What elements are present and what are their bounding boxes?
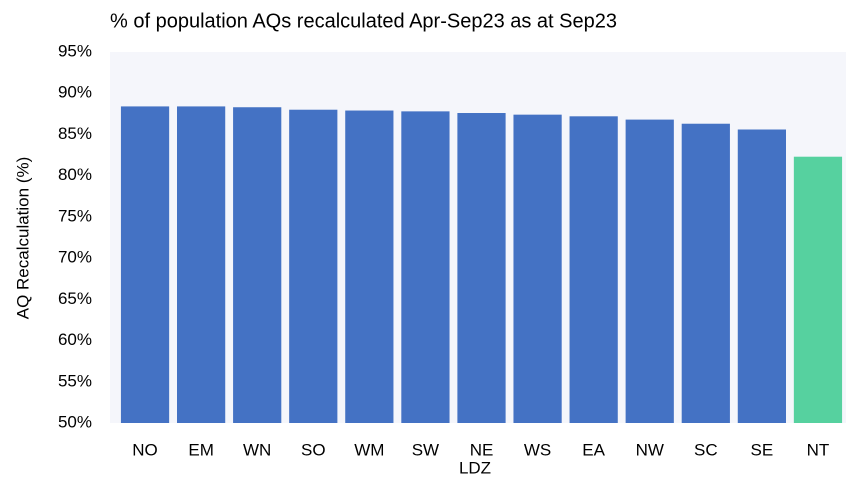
y-tick-label: 85% [58,124,92,143]
chart-title: % of population AQs recalculated Apr-Sep… [110,10,617,32]
x-tick-label: SE [751,440,774,459]
x-tick-label: WS [524,440,551,459]
bar [681,123,730,423]
x-tick-label: EM [188,440,214,459]
y-tick-label: 80% [58,165,92,184]
y-axis-label: AQ Recalculation (%) [13,157,32,320]
y-tick-label: 55% [58,371,92,390]
bar [401,111,450,424]
x-tick-label: EA [582,440,605,459]
x-tick-label: WM [354,440,384,459]
bar [625,119,674,424]
y-tick-label: 65% [58,289,92,308]
bar [793,156,843,423]
y-tick-label: 95% [58,41,92,60]
y-tick-label: 90% [58,83,92,102]
bar [345,110,394,423]
bar [177,106,226,423]
x-tick-label: SW [412,440,439,459]
x-tick-label: SO [301,440,326,459]
x-tick-label: NT [807,440,830,459]
bar [289,109,338,423]
x-tick-label: SC [694,440,718,459]
bar [457,113,506,424]
x-tick-label: NE [470,440,494,459]
bar [120,106,170,423]
y-tick-label: 70% [58,248,92,267]
x-tick-label: WN [243,440,271,459]
y-tick-label: 60% [58,330,92,349]
x-tick-label: NW [636,440,664,459]
bar [569,116,618,423]
y-tick-label: 75% [58,206,92,225]
y-tick-label: 50% [58,412,92,431]
x-axis-label: LDZ [459,458,491,477]
bar [737,129,786,423]
bar [513,114,562,423]
bar [233,107,282,423]
x-tick-label: NO [132,440,158,459]
